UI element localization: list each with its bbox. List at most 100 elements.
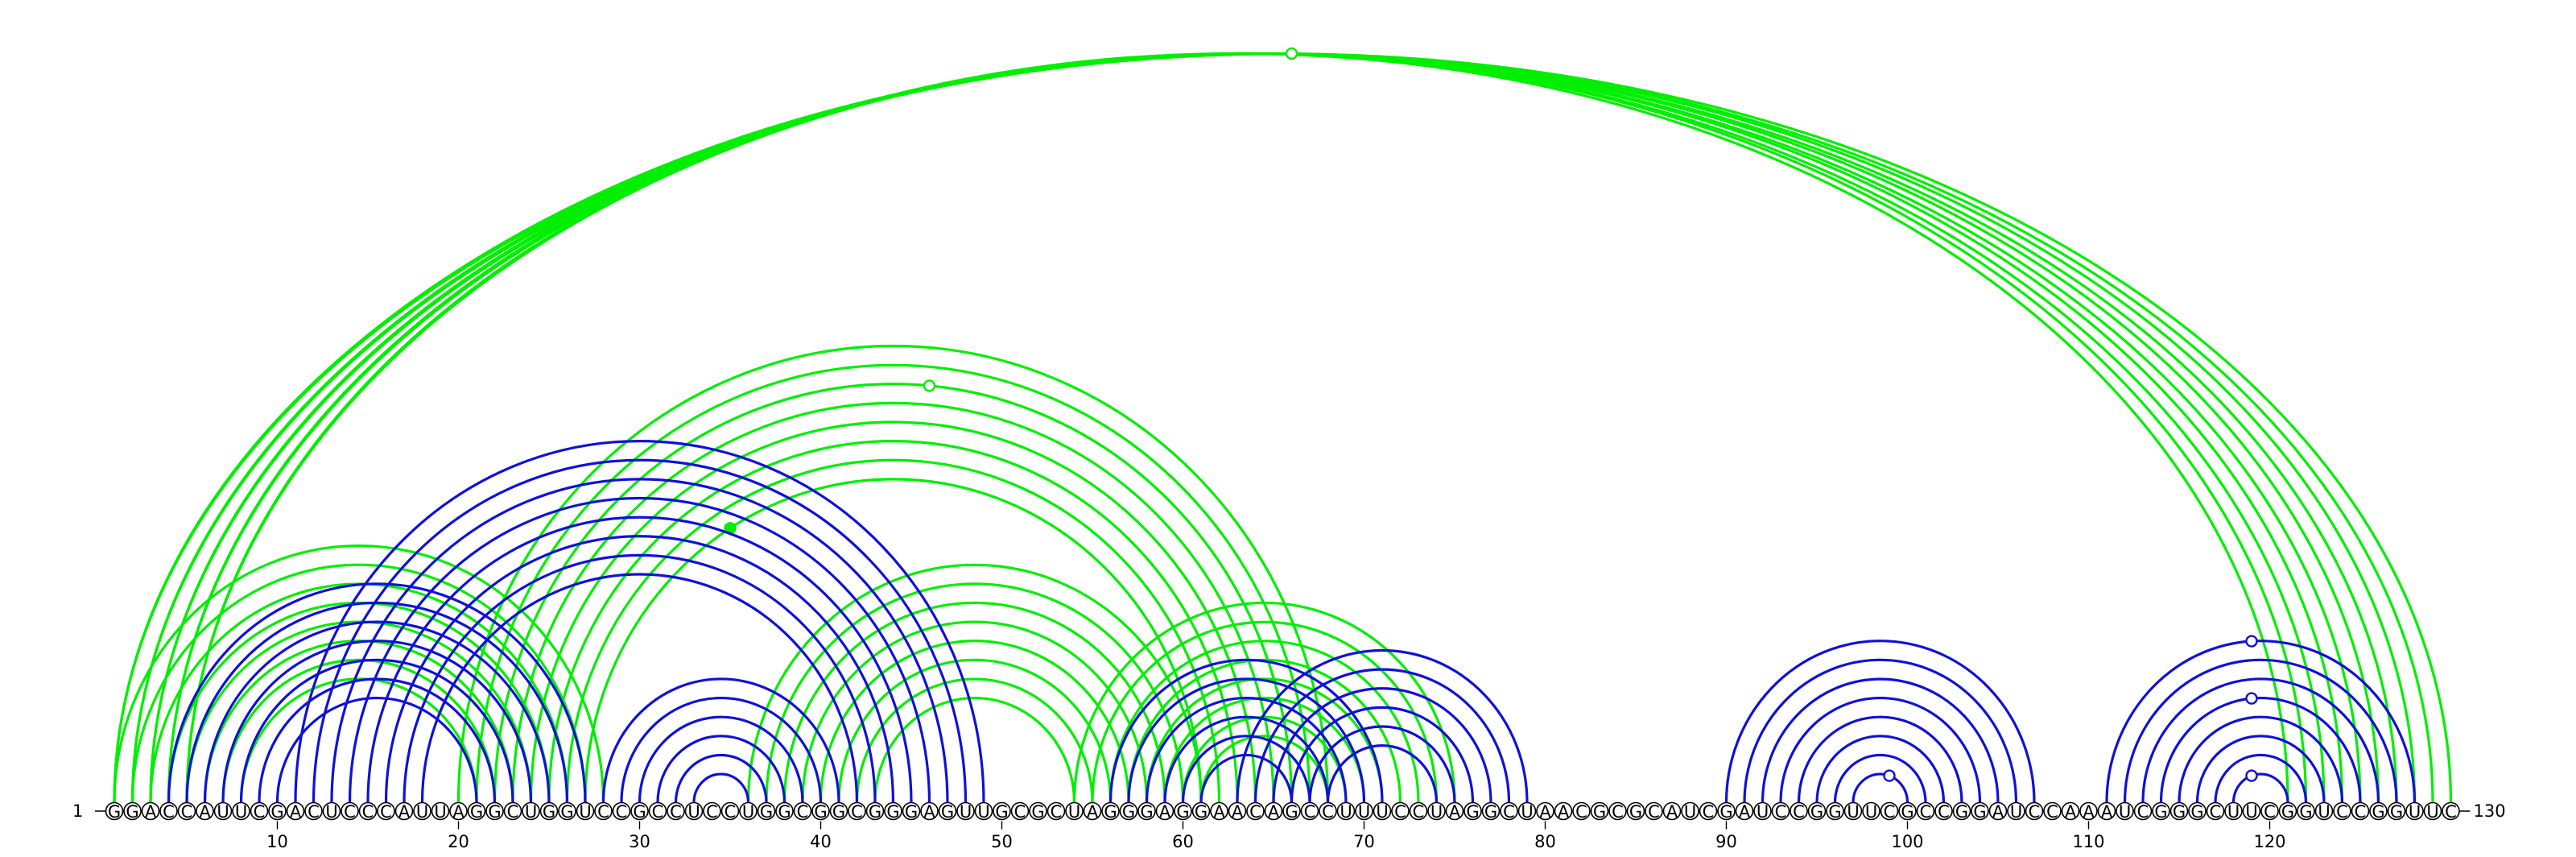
nucleotide-circle <box>1246 801 1265 821</box>
arc-blue-16-44 <box>384 535 895 803</box>
nucleotide-5: C <box>177 801 196 822</box>
nucleotide-circle <box>2278 801 2297 821</box>
nucleotide-32: C <box>667 801 685 822</box>
nucleotide-circle <box>1191 801 1211 821</box>
nucleotide-circle <box>2405 801 2424 821</box>
nucleotide-29: C <box>612 801 631 822</box>
nucleotide-89: C <box>1699 801 1718 822</box>
nucleotide-17: A <box>394 801 414 822</box>
nucleotide-letter: C <box>2336 802 2348 822</box>
nucleotide-circle <box>1391 801 1410 821</box>
nucleotide-48: U <box>956 801 975 822</box>
nucleotide-letter: U <box>2318 802 2330 822</box>
nucleotide-letter: U <box>1376 802 1388 822</box>
nucleotide-circle <box>811 801 830 821</box>
arc-green-43-54 <box>873 697 1076 803</box>
nucleotide-110: A <box>2079 801 2098 822</box>
tick-label-80: 80 <box>1534 832 1556 851</box>
nucleotide-circle <box>2043 801 2062 821</box>
arc-blue-28-41 <box>601 677 840 803</box>
arc-green-60-69 <box>1181 715 1348 803</box>
arc-green-41-56 <box>837 658 1113 803</box>
nucleotide-circle <box>1210 801 1228 821</box>
nucleotide-circle <box>1155 801 1174 821</box>
arc-blue-117-122 <box>2214 753 2308 803</box>
nucleotide-letter: C <box>2046 802 2058 822</box>
nucleotide-circle <box>1717 801 1736 821</box>
arc-green-37-60 <box>765 582 1185 803</box>
nucleotide-circle <box>902 801 921 821</box>
nucleotide-64: C <box>1246 801 1265 822</box>
nucleotide-circle <box>1228 801 1247 821</box>
nucleotide-101: C <box>1916 801 1935 822</box>
nucleotide-77: G <box>1481 801 1501 822</box>
nucleotide-54: U <box>1065 801 1084 822</box>
nucleotide-letter: U <box>1068 802 1080 822</box>
nucleotide-letter: G <box>2173 802 2186 822</box>
arc-blue-68-74 <box>1326 744 1439 803</box>
nucleotide-114: G <box>2152 801 2170 822</box>
nucleotide-33: U <box>684 801 704 822</box>
arc-blue-113-126 <box>2141 677 2380 803</box>
hollow-marker-blue-119 <box>2245 769 2258 782</box>
nucleotide-119: U <box>2242 801 2261 822</box>
arc-blue-4-27 <box>167 582 587 803</box>
nucleotide-31: C <box>648 801 667 822</box>
nucleotide-120: C <box>2260 801 2279 822</box>
arc-green-55-74 <box>1091 620 1439 803</box>
nucleotide-letter: C <box>1793 802 1805 822</box>
nucleotide-47: G <box>938 801 957 822</box>
nucleotide-circle <box>1862 801 1880 821</box>
nucleotide-letter: G <box>1593 802 1606 822</box>
hollow-marker-blue-99 <box>1883 769 1896 782</box>
nucleotide-79: U <box>1517 801 1537 822</box>
nucleotide-50: G <box>993 801 1011 822</box>
nucleotide-letter: C <box>1938 802 1950 822</box>
nucleotide-circle <box>1971 801 1989 821</box>
arc-blue-29-40 <box>620 697 823 803</box>
nucleotide-letter: C <box>1322 802 1334 822</box>
nucleotide-letter: U <box>325 802 337 822</box>
nucleotide-letter: G <box>2299 802 2312 822</box>
nucleotide-letter: U <box>687 802 700 822</box>
nucleotide-28: C <box>594 801 613 822</box>
nucleotide-letter: G <box>2390 802 2403 822</box>
nucleotide-letter: U <box>1847 802 1859 822</box>
nucleotide-letter: C <box>163 802 175 822</box>
nucleotide-letter: U <box>1430 802 1443 822</box>
nucleotide-circle <box>1843 801 1863 821</box>
nucleotide-letter: G <box>760 802 773 822</box>
nucleotide-3: A <box>141 801 160 822</box>
nucleotide-circle <box>1355 801 1373 821</box>
nucleotide-circle <box>558 801 576 821</box>
nucleotide-circle <box>612 801 631 821</box>
nucleotide-letter: C <box>1014 802 1026 822</box>
nucleotide-letter: C <box>797 802 809 822</box>
nucleotide-70: U <box>1355 801 1373 822</box>
tick-layer: 10 20 30 40 50 60 70 80 90 100 110 120 <box>266 821 2286 851</box>
nucleotide-102: C <box>1934 801 1953 822</box>
nucleotide-78: C <box>1500 801 1518 822</box>
nucleotide-letter: U <box>2227 802 2240 822</box>
nucleotide-letter: G <box>1828 802 1841 822</box>
nucleotide-107: C <box>2025 801 2044 822</box>
nucleotide-letter: C <box>1703 802 1715 822</box>
tick-label-30: 30 <box>629 832 650 851</box>
nucleotide-30: G <box>630 801 649 822</box>
nucleotide-letter: A <box>1232 802 1244 822</box>
nucleotide-83: G <box>1590 801 1609 822</box>
arc-blue-116-123 <box>2195 735 2326 803</box>
start-label: 1 <box>72 801 83 821</box>
nucleotide-circle <box>1517 801 1537 821</box>
nucleotide-circle <box>865 801 885 821</box>
arc-blue-14-46 <box>348 496 931 803</box>
nucleotide-circle <box>630 801 649 821</box>
nucleotide-81: A <box>1554 801 1573 822</box>
nucleotide-circle <box>1463 801 1482 821</box>
nucleotide-letter: C <box>724 802 737 822</box>
arc-blue-95-102 <box>1815 735 1946 803</box>
nucleotide-13: U <box>322 801 341 822</box>
nucleotide-circle <box>920 801 939 821</box>
nucleotide-circle <box>2188 801 2207 821</box>
nucleotide-circle <box>1174 801 1192 821</box>
